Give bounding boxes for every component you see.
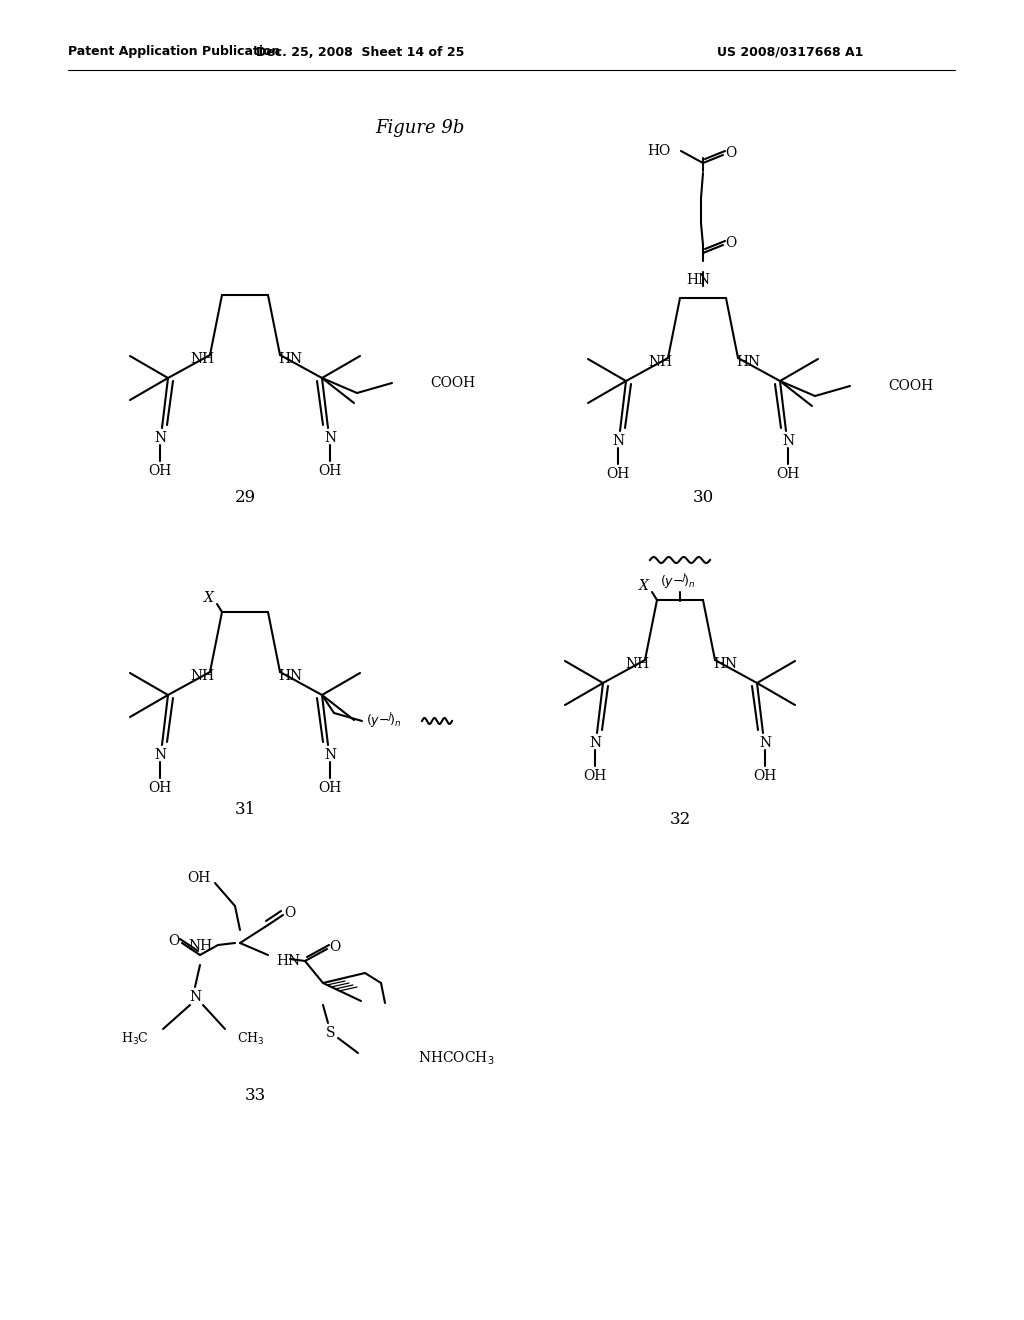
Text: HN: HN	[736, 355, 760, 370]
Text: CH$_3$: CH$_3$	[237, 1031, 264, 1047]
Text: $(y{-}^J\!)_n$: $(y{-}^J\!)_n$	[366, 711, 401, 731]
Text: N: N	[324, 748, 336, 762]
Text: X: X	[639, 579, 649, 593]
Text: NH: NH	[189, 669, 214, 682]
Text: OH: OH	[776, 467, 800, 480]
Text: N: N	[612, 434, 624, 447]
Text: OH: OH	[148, 465, 172, 478]
Text: HO: HO	[648, 144, 671, 158]
Text: N: N	[324, 432, 336, 445]
Text: 32: 32	[670, 812, 690, 829]
Text: S: S	[327, 1026, 336, 1040]
Text: HN: HN	[276, 954, 300, 968]
Text: HN: HN	[713, 657, 737, 671]
Text: O: O	[725, 236, 736, 249]
Text: 33: 33	[245, 1086, 265, 1104]
Text: Patent Application Publication: Patent Application Publication	[68, 45, 281, 58]
Text: O: O	[168, 935, 179, 948]
Text: Dec. 25, 2008  Sheet 14 of 25: Dec. 25, 2008 Sheet 14 of 25	[256, 45, 464, 58]
Text: NH: NH	[625, 657, 649, 671]
Text: NHCOCH$_3$: NHCOCH$_3$	[418, 1049, 495, 1067]
Text: NH: NH	[648, 355, 672, 370]
Text: HN: HN	[686, 273, 710, 286]
Text: Figure 9b: Figure 9b	[376, 119, 465, 137]
Text: OH: OH	[754, 770, 776, 783]
Text: 30: 30	[692, 490, 714, 507]
Text: N: N	[759, 737, 771, 750]
Text: O: O	[285, 906, 296, 920]
Text: COOH: COOH	[888, 379, 933, 393]
Text: O: O	[330, 940, 341, 954]
Text: NH: NH	[187, 939, 212, 953]
Text: HN: HN	[278, 669, 302, 682]
Text: X: X	[204, 591, 214, 605]
Text: N: N	[154, 432, 166, 445]
Text: OH: OH	[318, 465, 342, 478]
Text: US 2008/0317668 A1: US 2008/0317668 A1	[717, 45, 863, 58]
Text: 31: 31	[234, 801, 256, 818]
Text: OH: OH	[318, 781, 342, 795]
Text: OH: OH	[606, 467, 630, 480]
Text: 29: 29	[234, 490, 256, 507]
Text: O: O	[725, 147, 736, 160]
Text: $(y{-}^J\!)_n$: $(y{-}^J\!)_n$	[660, 572, 695, 591]
Text: H$_3$C: H$_3$C	[121, 1031, 150, 1047]
Text: OH: OH	[148, 781, 172, 795]
Text: COOH: COOH	[430, 376, 475, 389]
Text: N: N	[154, 748, 166, 762]
Text: N: N	[189, 990, 201, 1005]
Text: OH: OH	[584, 770, 606, 783]
Text: N: N	[589, 737, 601, 750]
Text: OH: OH	[186, 871, 210, 884]
Text: NH: NH	[189, 352, 214, 366]
Text: HN: HN	[278, 352, 302, 366]
Text: N: N	[782, 434, 794, 447]
